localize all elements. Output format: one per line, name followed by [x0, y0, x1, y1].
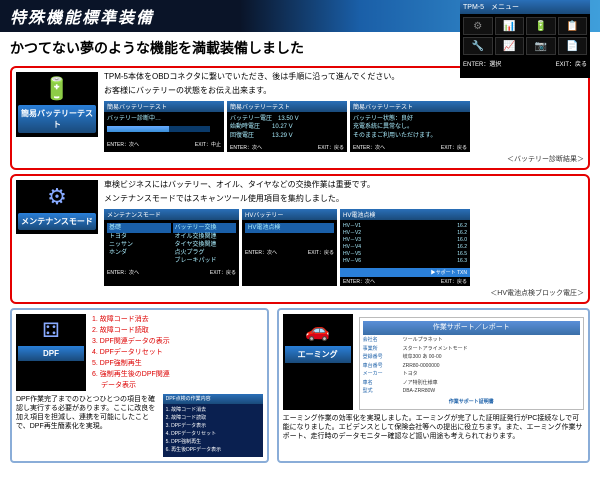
battery-feature: 🔋 簡易バッテリーテスト [16, 72, 98, 137]
maint-screen-2: HVバッテリー HV電池点検 ENTER：次へEXIT：戻る [242, 209, 337, 286]
menu-icon: 📷 [526, 37, 556, 55]
battery-section: 🔋 簡易バッテリーテスト TPM-5本体をOBDコネクタに繋いでいただき、後は手… [10, 66, 590, 170]
menu-icon: 📋 [558, 17, 588, 35]
aiming-report: 作業サポート／レポート 会社名ツールプラネット 事業所スタートアライメントモード… [359, 317, 584, 411]
battery-icon: 🔋 [18, 76, 96, 102]
dpf-steps: 1. 故障コード消去2. 故障コード読取3. DPF関連データの表示4. DPF… [92, 314, 170, 391]
maint-label: メンテナンスモード [18, 213, 96, 230]
battery-screen-2: 簡易バッテリーテスト バッテリー電圧 13.50 V始動時電圧 10.27 V回… [227, 101, 347, 152]
menu-icon: 🔋 [526, 17, 556, 35]
menu-icon: 🔧 [463, 37, 493, 55]
dpf-box: ⚃ DPF 1. 故障コード消去2. 故障コード読取3. DPF関連データの表示… [10, 308, 269, 463]
menu-icon: 📄 [558, 37, 588, 55]
car-icon: 🚗 [285, 318, 351, 343]
gear-icon: ⚙ [18, 184, 96, 210]
maint-screen-3: HV電池点検 HV－V1HV－V2HV－V3HV－V4HV－V5HV－V6 16… [340, 209, 470, 286]
dpf-feature: ⚃ DPF [16, 314, 86, 391]
menu-icon: 📊 [495, 17, 525, 35]
battery-desc2: お客様にバッテリーの状態をお伝え出来ます。 [104, 86, 584, 96]
dpf-screen: DPF点検の作業内容 1. 故障コード消去2. 故障コード読取3. DPFデータ… [163, 394, 263, 457]
maint-feature: ⚙ メンテナンスモード [16, 180, 98, 234]
battery-label: 簡易バッテリーテスト [18, 105, 96, 133]
menu-icon: 📈 [495, 37, 525, 55]
battery-screen-1: 簡易バッテリーテスト バッテリー診断中… ENTER：次へEXIT：中止 [104, 101, 224, 152]
menu-icon: ⚙ [463, 17, 493, 35]
top-menu-screenshot: TPM-5 メニュー ⚙ 📊 🔋 📋 🔧 📈 📷 📄 ENTER：選択EXIT：… [460, 0, 590, 78]
battery-screen-3: 簡易バッテリーテスト バッテリー状態：良好充電系統に異常なし。そのままご利用いた… [350, 101, 470, 152]
aiming-feature: 🚗 エーミング [283, 314, 353, 411]
maint-screen-1: メンテナンスモード 基礎トヨタニッサンホンダ バッテリー交換オイル交換関連タイヤ… [104, 209, 239, 286]
maintenance-section: ⚙ メンテナンスモード 車検ビジネスにはバッテリー、オイル、タイヤなどの交換作業… [10, 174, 590, 304]
dpf-icon: ⚃ [18, 318, 84, 343]
progress-bar [107, 126, 210, 132]
aiming-box: 🚗 エーミング 作業サポート／レポート 会社名ツールプラネット 事業所スタートア… [277, 308, 590, 463]
